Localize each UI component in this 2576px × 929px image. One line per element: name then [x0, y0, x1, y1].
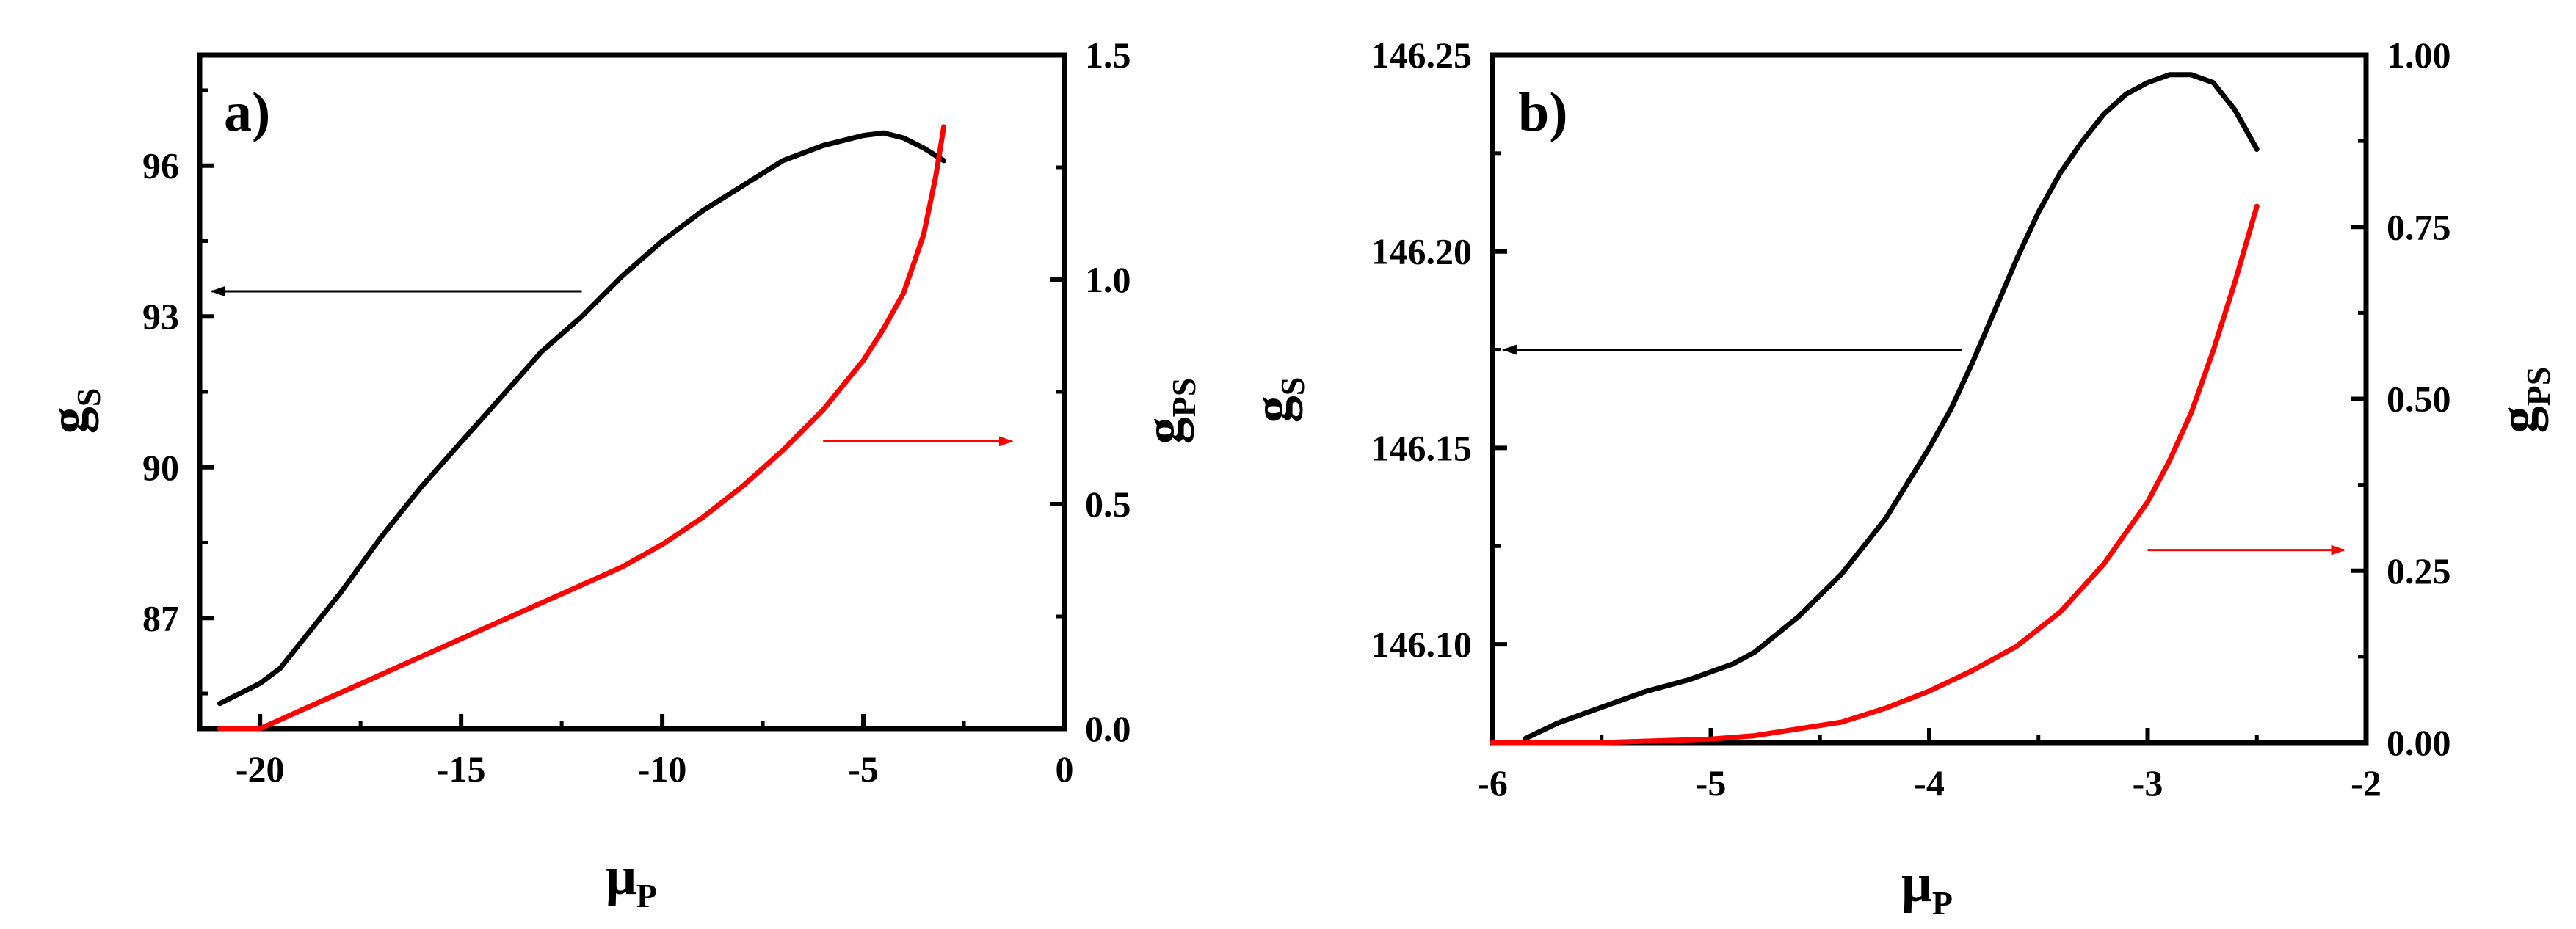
y-title-right-main-a: g: [1134, 417, 1194, 444]
x-tick-label-b-1: -5: [1696, 762, 1727, 804]
y-right-tick-label-a-2: 1.0: [1085, 259, 1131, 300]
series-line-b-0: [1523, 72, 2260, 742]
y-title-right-main-b: g: [2489, 406, 2549, 433]
plot-frame-b: [1490, 52, 2369, 746]
y-axis-title-right-b: gPS: [2489, 367, 2557, 434]
x-tick-label-b-4: -2: [2351, 762, 2381, 804]
series-line-a-1: [217, 124, 947, 732]
y-left-tick-label-b-0: 146.10: [1371, 624, 1473, 665]
y-left-tick-label-a-1: 90: [142, 447, 179, 488]
y-left-tick-label-a-3: 96: [142, 145, 179, 186]
y-axis-title-right-a: gPS: [1134, 378, 1202, 445]
y-title-left-main-b: g: [1243, 396, 1303, 423]
series-line-a-0: [217, 130, 947, 707]
x-tick-label-b-3: -3: [2133, 762, 2163, 804]
y-left-tick-label-a-2: 93: [142, 296, 179, 337]
y-left-tick-label-b-2: 146.20: [1371, 231, 1473, 272]
x-axis-title-a: μP: [606, 846, 657, 914]
svg-text:gPS: gPS: [1134, 378, 1202, 445]
y-right-tick-label-a-0: 0.0: [1085, 708, 1131, 749]
y-title-right-sub-b: PS: [2519, 367, 2557, 407]
svg-text:gPS: gPS: [2489, 367, 2557, 434]
x-tick-label-b-0: -6: [1477, 762, 1508, 804]
y-right-tick-label-b-4: 1.00: [2387, 34, 2451, 76]
x-tick-label-a-2: -10: [638, 748, 687, 790]
x-tick-label-a-0: -20: [236, 748, 285, 790]
y-axis-title-left-b: gS: [1243, 377, 1311, 423]
chart-panel-b: b) gS gPS μP -6 -5 -4 -3 -2146.10146.15146.2…: [1243, 34, 2557, 922]
y-right-tick-label-b-1: 0.25: [2387, 550, 2451, 591]
y-title-left-sub-a: S: [70, 388, 107, 407]
y-right-tick-label-a-1: 0.5: [1085, 484, 1131, 525]
y-axis-title-left-a: gS: [39, 388, 107, 434]
y-left-tick-label-b-1: 146.15: [1371, 427, 1473, 468]
x-title-main-b: μ: [1901, 853, 1932, 914]
x-tick-label-a-1: -15: [437, 748, 486, 790]
y-right-tick-label-b-2: 0.50: [2387, 379, 2451, 420]
y-title-right-sub-a: PS: [1165, 378, 1202, 418]
chart-panel-a: a) gS gPS μP -20 -15 -10 -5 0879093960.00.51…: [39, 34, 1202, 914]
x-tick-label-b-2: -4: [1914, 762, 1945, 804]
svg-text:gS: gS: [39, 388, 107, 434]
y-right-tick-label-b-3: 0.75: [2387, 206, 2451, 247]
panel-label-b: b): [1518, 81, 1568, 143]
panel-label-a: a): [224, 81, 270, 143]
y-title-left-sub-b: S: [1274, 377, 1311, 396]
y-right-tick-label-a-3: 1.5: [1085, 34, 1131, 76]
x-axis-title-b: μP: [1901, 853, 1953, 922]
x-title-sub-b: P: [1932, 884, 1953, 922]
y-right-tick-label-b-0: 0.00: [2387, 722, 2451, 763]
y-title-left-main-a: g: [39, 407, 99, 434]
x-tick-label-a-3: -5: [848, 748, 879, 790]
x-title-main-a: μ: [606, 846, 636, 906]
x-title-sub-a: P: [636, 877, 657, 914]
x-tick-label-a-4: 0: [1056, 748, 1074, 790]
series-line-b-1: [1490, 203, 2260, 746]
y-left-tick-label-a-0: 87: [142, 597, 179, 638]
svg-text:gS: gS: [1243, 377, 1311, 423]
y-left-tick-label-b-3: 146.25: [1371, 34, 1473, 76]
